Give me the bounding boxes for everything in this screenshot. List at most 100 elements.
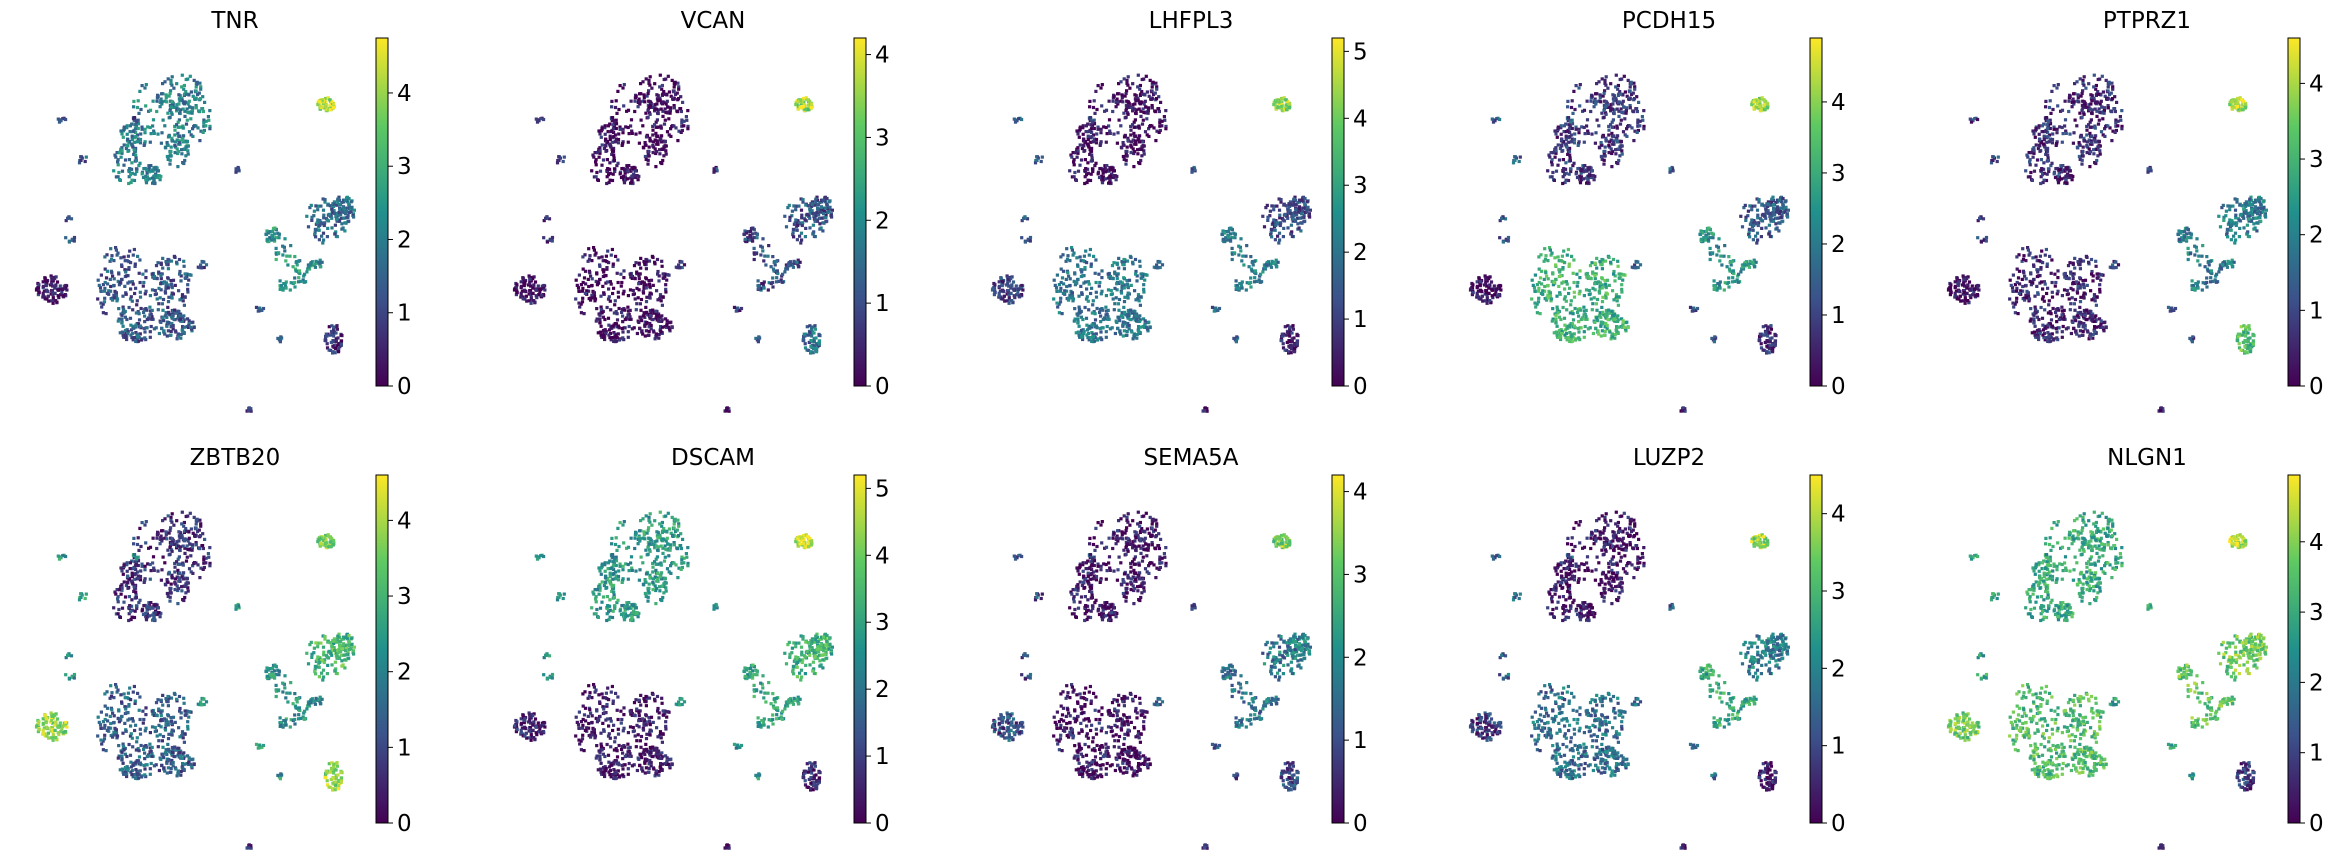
cell-point	[642, 286, 646, 290]
cell-point	[148, 294, 152, 298]
cell-point	[632, 264, 637, 268]
cell-point	[1530, 297, 1534, 301]
cell-point	[637, 274, 641, 278]
cell-point	[1059, 280, 1063, 285]
cell-point	[624, 167, 628, 171]
cell-point	[1013, 296, 1017, 300]
cell-point	[1283, 348, 1287, 352]
cell-point	[738, 308, 742, 312]
cell-point	[161, 316, 165, 320]
cell-point	[1577, 314, 1581, 318]
cell-point	[1582, 140, 1586, 144]
cell-point	[1122, 329, 1126, 333]
cell-point	[1617, 114, 1621, 118]
cell-point	[622, 83, 626, 87]
cell-point	[1012, 294, 1016, 298]
cell-point	[1163, 118, 1167, 122]
cell-point	[1129, 140, 1133, 144]
cell-point	[121, 307, 126, 312]
cell-point	[621, 320, 625, 324]
cell-point	[352, 215, 356, 219]
cell-point	[639, 308, 643, 312]
cell-point	[116, 279, 120, 283]
cell-point	[51, 293, 55, 297]
cell-point	[607, 295, 611, 299]
cell-point	[1624, 111, 1628, 115]
cell-point	[1288, 334, 1292, 338]
cell-point	[1284, 204, 1288, 208]
cell-point	[1104, 305, 1108, 309]
cell-point	[1569, 105, 1574, 110]
cell-point	[325, 218, 329, 222]
cell-point	[1057, 302, 1061, 306]
cell-point	[1633, 87, 1637, 91]
cell-point	[1604, 296, 1608, 300]
cell-point	[1298, 208, 1302, 212]
cell-point	[665, 324, 669, 328]
cell-point	[1131, 337, 1135, 341]
cell-point	[1290, 234, 1294, 238]
cell-point	[577, 273, 581, 277]
cell-point	[145, 326, 149, 330]
cell-point	[774, 259, 778, 263]
cell-point	[103, 286, 107, 290]
cell-point	[1150, 104, 1154, 108]
cell-point	[808, 216, 812, 220]
cell-point	[1006, 291, 1011, 295]
cell-point	[529, 301, 533, 305]
cell-point	[632, 173, 637, 177]
cell-point	[529, 296, 533, 300]
cell-point	[195, 82, 199, 86]
cell-point	[1568, 153, 1572, 157]
cell-point	[651, 105, 655, 109]
cell-point	[813, 327, 817, 331]
cell-point	[1067, 298, 1071, 302]
cell-point	[198, 97, 203, 101]
cell-point	[810, 334, 814, 338]
cell-point	[1134, 298, 1138, 302]
cell-point	[261, 306, 266, 311]
cell-point	[333, 211, 337, 215]
cell-point	[605, 181, 609, 186]
cell-point	[1270, 235, 1274, 239]
cell-point	[127, 266, 131, 270]
cell-point	[195, 80, 199, 84]
cell-point	[1571, 312, 1575, 316]
cell-point	[146, 125, 150, 129]
cell-point	[1057, 283, 1061, 287]
cell-point	[335, 324, 339, 328]
cell-point	[1572, 161, 1576, 165]
cell-point	[752, 228, 756, 232]
cell-point	[187, 278, 191, 282]
cell-point	[1282, 203, 1286, 207]
cell-point	[1099, 142, 1103, 146]
cell-point	[64, 236, 68, 240]
cell-point	[1101, 175, 1105, 179]
cell-point	[725, 406, 729, 410]
cell-point	[182, 147, 186, 151]
cell-point	[323, 198, 327, 202]
cell-point	[1620, 283, 1624, 287]
cell-point	[325, 334, 329, 338]
cell-point	[623, 175, 627, 179]
cell-point	[1089, 127, 1094, 131]
cell-point	[616, 324, 620, 328]
cell-point	[601, 315, 605, 319]
cell-point	[601, 259, 605, 263]
cell-point	[664, 283, 668, 287]
cell-point	[601, 284, 605, 288]
cell-point	[1303, 202, 1307, 206]
cell-point	[170, 105, 174, 109]
cell-point	[168, 107, 173, 111]
cell-point	[1612, 272, 1616, 276]
cell-point	[1600, 77, 1604, 81]
cell-point	[297, 276, 301, 280]
cell-point	[176, 107, 181, 111]
cell-point	[1280, 107, 1284, 111]
cell-point	[1035, 155, 1039, 159]
cell-point	[1607, 124, 1611, 128]
cell-point	[1113, 174, 1117, 178]
cell-point	[1237, 253, 1241, 257]
cell-point	[1119, 80, 1123, 84]
cell-point	[178, 298, 182, 302]
